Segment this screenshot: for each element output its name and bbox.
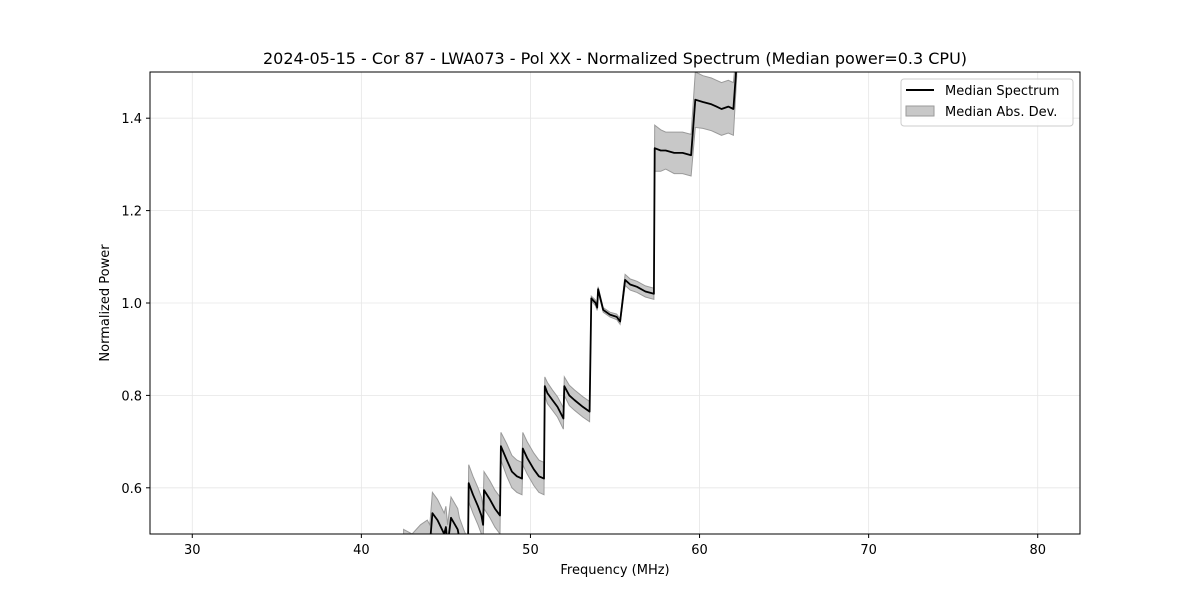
y-tick-label: 1.2 — [121, 205, 142, 220]
axis-ticks: 30 40 50 60 70 80 0.6 0.8 1.0 1.2 1.4 — [121, 112, 1046, 558]
y-tick-label: 0.8 — [121, 389, 142, 404]
x-tick-label: 30 — [184, 543, 201, 558]
y-tick-label: 1.0 — [121, 297, 142, 312]
legend-label-median-spectrum: Median Spectrum — [945, 84, 1059, 99]
legend-label-median-abs-dev: Median Abs. Dev. — [945, 105, 1057, 120]
chart-title: 2024-05-15 - Cor 87 - LWA073 - Pol XX - … — [263, 49, 967, 68]
x-tick-label: 60 — [691, 543, 708, 558]
x-tick-label: 80 — [1029, 543, 1046, 558]
x-tick-label: 40 — [353, 543, 370, 558]
legend-box — [900, 78, 1074, 127]
y-tick-label: 1.4 — [121, 112, 142, 127]
legend: Median Spectrum Median Abs. Dev. — [900, 78, 1074, 127]
y-tick-label: 0.6 — [121, 482, 142, 497]
x-axis-title: Frequency (MHz) — [560, 563, 669, 578]
x-tick-label: 50 — [522, 543, 539, 558]
legend-area-swatch — [905, 105, 935, 117]
median-spectrum-line — [429, 72, 737, 534]
plot-data — [403, 72, 738, 534]
y-axis-title: Normalized Power — [98, 244, 113, 362]
x-tick-label: 70 — [860, 543, 877, 558]
